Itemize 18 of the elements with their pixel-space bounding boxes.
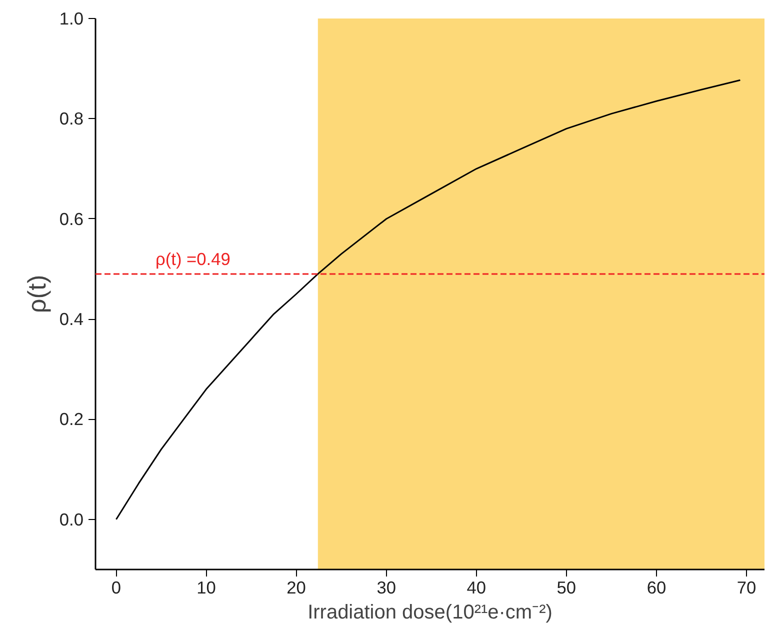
y-tick-label: 0.8 <box>59 108 84 129</box>
x-tick-label: 20 <box>286 578 306 598</box>
x-tick-label: 70 <box>736 578 756 598</box>
y-tick-label: 0.2 <box>59 409 84 430</box>
x-tick-label: 10 <box>196 578 216 598</box>
line-series <box>115 79 741 520</box>
y-tick-label: 0.4 <box>59 309 84 330</box>
x-tick-label: 30 <box>376 578 396 598</box>
y-tick-label: 0.6 <box>59 208 84 229</box>
x-tick-label: 0 <box>111 578 122 598</box>
x-tick-label: 40 <box>466 578 486 598</box>
y-tick-label: 1.0 <box>59 8 84 28</box>
x-axis-title: Irradiation dose(10²¹e·cm⁻²) <box>308 602 552 624</box>
ref-line-label: ρ(t) =0.49 <box>156 248 230 269</box>
y-axis-title: ρ(t) <box>23 274 52 314</box>
x-tick-label: 60 <box>646 578 666 598</box>
x-tick-label: 50 <box>556 578 576 598</box>
y-tick-label: 0.0 <box>59 509 84 530</box>
